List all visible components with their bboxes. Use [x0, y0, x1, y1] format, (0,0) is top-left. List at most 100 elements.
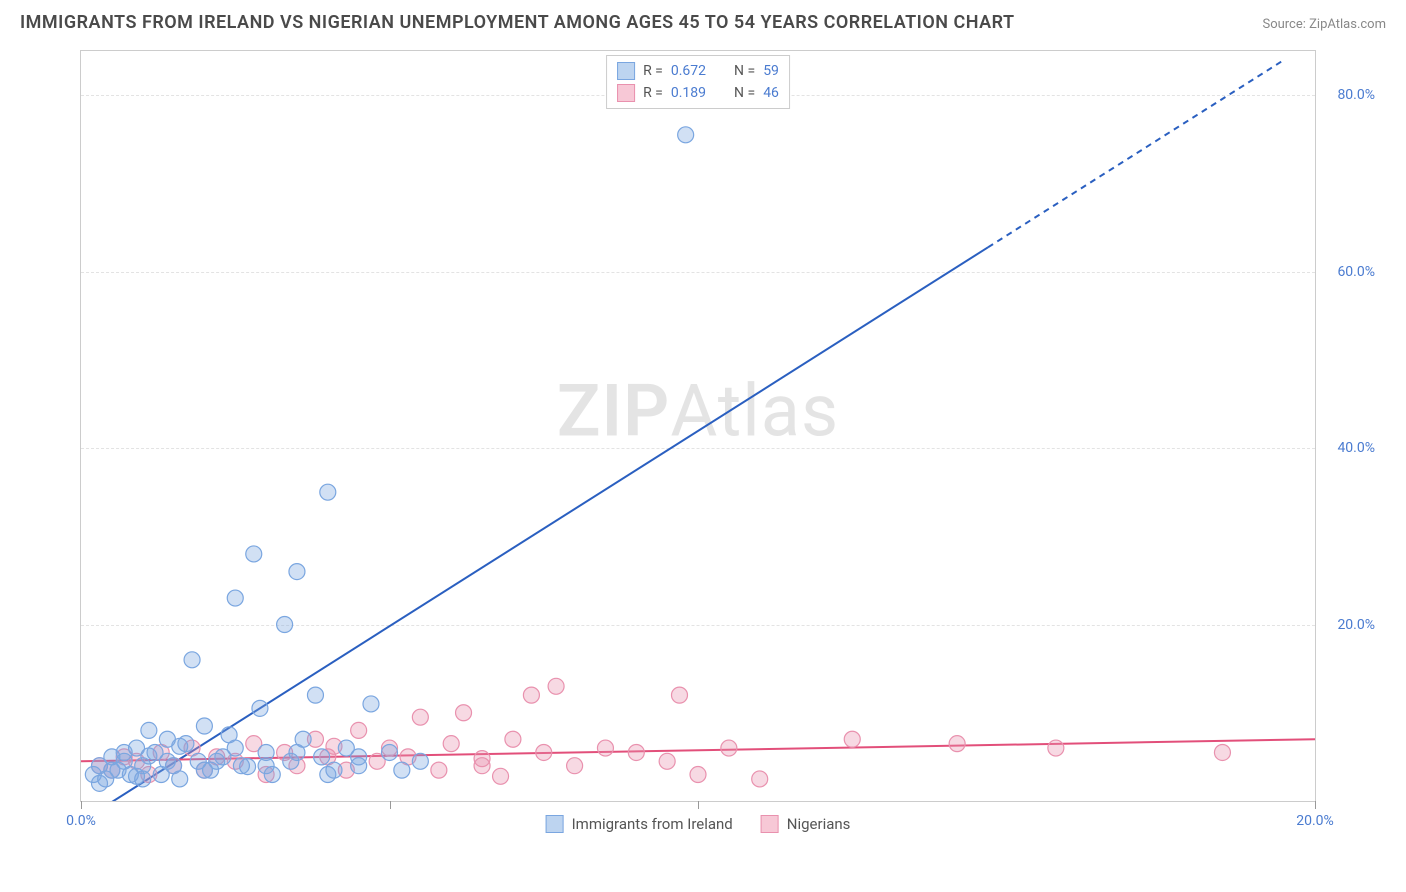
scatter-point-blue: [190, 753, 206, 769]
scatter-point-blue: [252, 700, 268, 716]
legend-swatch: [546, 815, 564, 833]
scatter-point-blue: [92, 775, 108, 791]
scatter-point-pink: [597, 740, 613, 756]
scatter-point-blue: [320, 484, 336, 500]
scatter-point-blue: [196, 762, 212, 778]
scatter-point-blue: [215, 749, 231, 765]
legend-bottom: Immigrants from Ireland Nigerians: [546, 815, 851, 833]
scatter-point-pink: [209, 749, 225, 765]
scatter-point-pink: [721, 740, 737, 756]
scatter-point-pink: [196, 762, 212, 778]
scatter-point-blue: [172, 738, 188, 754]
legend-label: Immigrants from Ireland: [572, 815, 733, 833]
x-tick: [1315, 801, 1316, 809]
scatter-point-blue: [98, 771, 114, 787]
scatter-point-pink: [567, 758, 583, 774]
watermark-atlas: Atlas: [670, 369, 839, 454]
scatter-point-blue: [85, 767, 101, 783]
gridline: [81, 272, 1315, 273]
scatter-point-blue: [227, 590, 243, 606]
plot-region: ZIPAtlas R =0.672N =59R =0.189N =46 Immi…: [80, 50, 1316, 802]
scatter-point-blue: [166, 758, 182, 774]
n-value: 46: [763, 85, 779, 101]
scatter-point-pink: [129, 753, 145, 769]
scatter-point-blue: [246, 546, 262, 562]
scatter-point-pink: [949, 736, 965, 752]
scatter-point-blue: [233, 758, 249, 774]
x-tick-label: 20.0%: [1296, 813, 1334, 829]
scatter-point-pink: [752, 771, 768, 787]
scatter-point-blue: [172, 771, 188, 787]
scatter-point-pink: [104, 762, 120, 778]
legend-swatch: [617, 84, 635, 102]
scatter-point-blue: [314, 749, 330, 765]
r-label: R =: [643, 85, 663, 101]
scatter-point-blue: [412, 753, 428, 769]
scatter-point-blue: [289, 744, 305, 760]
scatter-point-blue: [153, 767, 169, 783]
scatter-point-pink: [289, 758, 305, 774]
trendline-pink: [81, 739, 1315, 761]
legend-bottom-item: Nigerians: [761, 815, 851, 833]
scatter-point-pink: [338, 762, 354, 778]
scatter-point-pink: [536, 744, 552, 760]
scatter-point-pink: [227, 753, 243, 769]
gridline: [81, 625, 1315, 626]
scatter-point-blue: [209, 753, 225, 769]
scatter-point-blue: [258, 758, 274, 774]
scatter-point-blue: [92, 758, 108, 774]
scatter-point-blue: [159, 753, 175, 769]
scatter-point-blue: [141, 748, 157, 764]
scatter-point-blue: [122, 767, 138, 783]
scatter-point-pink: [628, 744, 644, 760]
legend-bottom-item: Immigrants from Ireland: [546, 815, 733, 833]
r-value: 0.672: [671, 63, 706, 79]
x-tick: [81, 801, 82, 809]
watermark-zip: ZIP: [557, 369, 670, 454]
scatter-point-pink: [351, 722, 367, 738]
scatter-point-blue: [129, 768, 145, 784]
scatter-point-blue: [283, 753, 299, 769]
n-label: N =: [734, 85, 755, 101]
legend-swatch: [617, 62, 635, 80]
scatter-point-pink: [844, 731, 860, 747]
scatter-point-pink: [369, 753, 385, 769]
scatter-point-blue: [129, 740, 145, 756]
scatter-point-blue: [240, 759, 256, 775]
scatter-point-blue: [678, 127, 694, 143]
scatter-point-pink: [548, 678, 564, 694]
legend-top-row: R =0.672N =59: [617, 60, 779, 82]
scatter-point-pink: [277, 744, 293, 760]
scatter-point-pink: [1214, 744, 1230, 760]
source-label: Source: ZipAtlas.com: [1262, 17, 1386, 32]
scatter-point-blue: [351, 758, 367, 774]
scatter-point-blue: [184, 652, 200, 668]
scatter-point-pink: [141, 767, 157, 783]
scatter-point-pink: [431, 762, 447, 778]
y-tick-label: 80.0%: [1337, 87, 1375, 103]
legend-top-row: R =0.189N =46: [617, 82, 779, 104]
scatter-point-pink: [307, 731, 323, 747]
scatter-point-blue: [326, 762, 342, 778]
scatter-point-pink: [1048, 740, 1064, 756]
scatter-point-blue: [203, 762, 219, 778]
trendline-blue-solid: [100, 247, 988, 801]
scatter-point-blue: [295, 731, 311, 747]
chart-title: IMMIGRANTS FROM IRELAND VS NIGERIAN UNEM…: [20, 12, 1015, 33]
scatter-point-pink: [474, 751, 490, 767]
y-tick-label: 40.0%: [1337, 440, 1375, 456]
scatter-point-blue: [264, 767, 280, 783]
scatter-point-pink: [671, 687, 687, 703]
scatter-point-blue: [104, 762, 120, 778]
scatter-point-pink: [92, 758, 108, 774]
scatter-point-blue: [258, 744, 274, 760]
scatter-point-pink: [320, 749, 336, 765]
scatter-point-blue: [116, 744, 132, 760]
scatter-point-blue: [110, 762, 126, 778]
scatter-point-pink: [456, 705, 472, 721]
r-label: R =: [643, 63, 663, 79]
scatter-point-blue: [116, 753, 132, 769]
scatter-point-pink: [474, 758, 490, 774]
scatter-point-pink: [382, 740, 398, 756]
y-tick-label: 20.0%: [1337, 617, 1375, 633]
